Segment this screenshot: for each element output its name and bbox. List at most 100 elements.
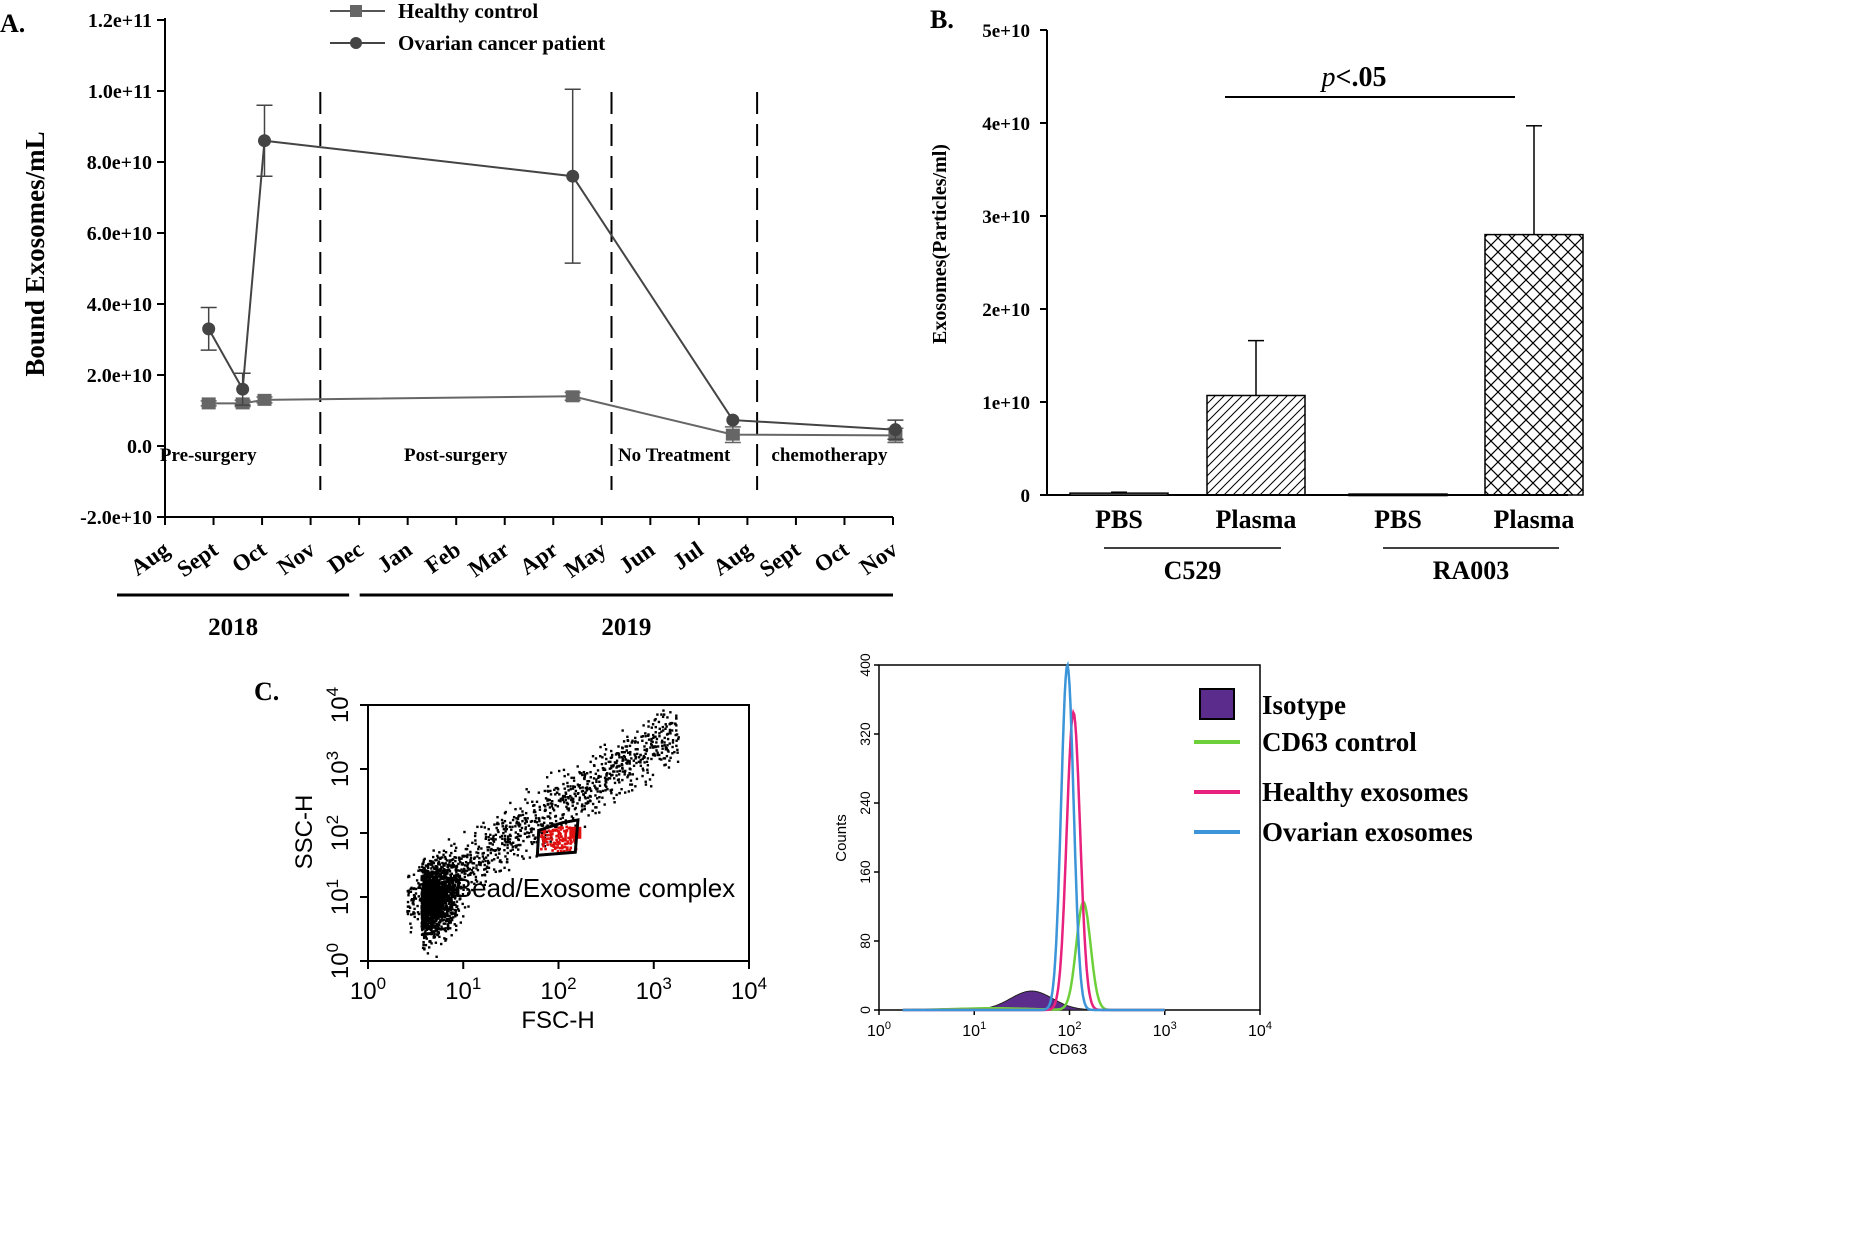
c-point <box>438 851 441 854</box>
panel-b: B. 5e+10 4e+10 3e+10 2e+10 1e+10 0 Exosomes(P… <box>929 5 1584 585</box>
c-point <box>421 919 424 922</box>
c-point <box>635 777 639 781</box>
c-point <box>554 815 557 818</box>
c-gated-point <box>542 835 545 839</box>
c-point <box>643 745 646 748</box>
c-point <box>633 753 636 756</box>
c-point <box>639 753 642 757</box>
c-point <box>418 883 421 887</box>
c-point <box>466 844 470 847</box>
c-point <box>418 868 422 872</box>
c-point <box>674 733 677 737</box>
c-point <box>621 770 624 773</box>
c-point <box>425 873 428 876</box>
c-point <box>429 910 432 913</box>
c-gated-point <box>558 838 562 842</box>
c-point <box>499 869 503 872</box>
c-gated-point <box>548 830 552 833</box>
c-gated-point <box>548 837 551 840</box>
c-point <box>650 740 653 743</box>
c-gated-point <box>558 846 562 850</box>
c-point <box>453 856 456 859</box>
c-point <box>462 888 465 892</box>
c-point <box>459 885 463 889</box>
c-gated-point <box>555 828 558 831</box>
c-point <box>675 744 678 748</box>
c-point <box>424 911 427 915</box>
c-point <box>496 815 499 819</box>
c-point <box>437 890 440 894</box>
c-point <box>631 739 634 742</box>
c-point <box>626 739 629 742</box>
c-point <box>452 885 455 888</box>
c-point <box>560 824 563 827</box>
c-point <box>525 849 528 852</box>
c-point <box>660 751 664 754</box>
c-point <box>438 869 441 873</box>
c-point <box>595 778 598 781</box>
a-series <box>200 88 904 444</box>
c-point <box>417 869 420 872</box>
c-gated-point <box>565 829 569 832</box>
c-point <box>435 893 438 896</box>
c-point <box>639 761 642 764</box>
c-point <box>414 892 418 895</box>
c-point <box>443 922 447 925</box>
c-gated-point <box>547 829 551 833</box>
a-ytick-label: 0.0 <box>127 436 152 458</box>
c-point <box>443 915 447 919</box>
c-point <box>427 904 430 908</box>
c-point <box>596 769 600 772</box>
c-point <box>642 756 645 760</box>
a-point <box>566 169 580 183</box>
c-point <box>603 753 607 756</box>
c-point <box>651 773 655 777</box>
c-point <box>500 834 504 838</box>
c-point <box>509 801 512 805</box>
b-bar <box>1348 493 1448 497</box>
c-point <box>427 916 430 920</box>
c-gated-point <box>570 840 573 844</box>
c-point <box>626 735 629 739</box>
c-point <box>642 724 645 727</box>
c-ytick-base: 10 <box>327 888 354 915</box>
c-point <box>506 860 509 864</box>
c-point <box>503 843 506 847</box>
b-bars <box>1069 125 1584 497</box>
c-point <box>474 831 477 835</box>
c-point <box>621 764 624 767</box>
c-point <box>448 884 452 887</box>
c-point <box>445 912 449 915</box>
c-point <box>455 873 458 876</box>
c-point <box>574 789 578 793</box>
c-point <box>443 880 446 883</box>
c-point <box>408 875 411 878</box>
c-gated-point <box>559 849 563 853</box>
a-xtick-label: Sept <box>755 536 805 582</box>
c-point <box>489 842 492 845</box>
c-point <box>620 750 624 754</box>
c-point <box>647 734 650 737</box>
c-point <box>435 955 438 958</box>
c-point <box>628 772 631 775</box>
c-point <box>650 744 654 747</box>
c-point <box>426 952 430 955</box>
c-point <box>594 811 597 815</box>
c-point <box>646 757 650 760</box>
c-point <box>519 807 522 810</box>
c-point <box>425 937 429 940</box>
c-point <box>442 922 445 925</box>
c-point <box>618 781 621 784</box>
c-point <box>584 791 587 794</box>
a-xtick-label: Sept <box>172 536 222 582</box>
c-point <box>458 874 462 878</box>
a-xtick-label: Jun <box>614 537 659 579</box>
c-point <box>471 862 474 865</box>
c-point <box>437 896 440 899</box>
c-point <box>543 817 546 820</box>
c-point <box>666 744 669 747</box>
c-point <box>566 785 569 788</box>
a-legend: Healthy control Ovarian cancer patient <box>330 0 605 55</box>
c-point <box>452 886 456 890</box>
c-point <box>434 881 438 884</box>
